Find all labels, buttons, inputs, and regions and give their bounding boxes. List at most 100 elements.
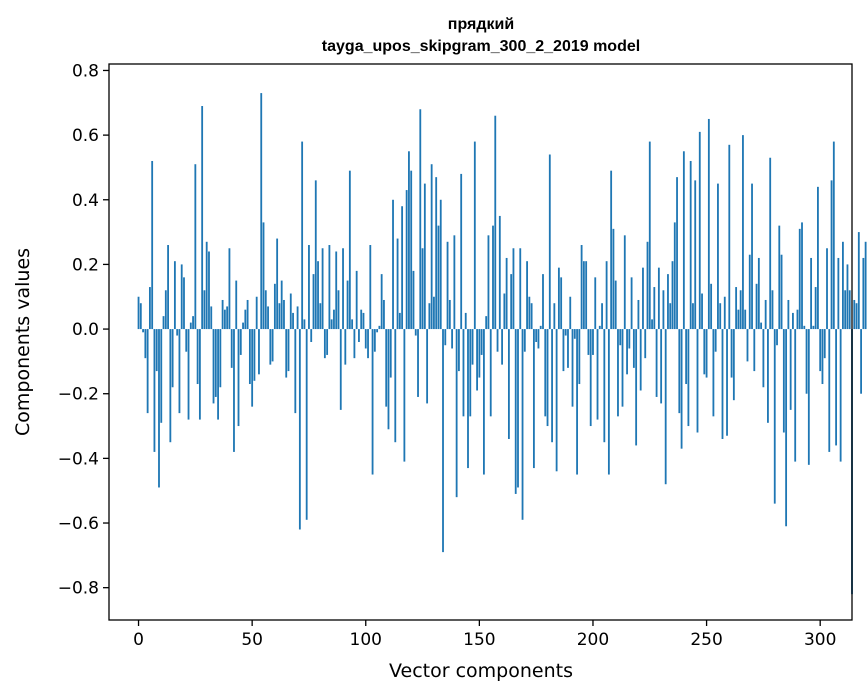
x-tick-label: 300 — [804, 630, 836, 650]
bar — [367, 329, 369, 359]
bar — [667, 274, 669, 330]
y-tick-label: −0.6 — [58, 514, 99, 534]
bar — [789, 329, 792, 410]
bar — [176, 329, 179, 336]
bar — [355, 270, 358, 330]
bar — [673, 222, 676, 330]
y-axis-ticks: −0.8 −0.6 −0.4 −0.2 0.0 0.2 0.4 0.6 0.8 — [58, 61, 109, 599]
bar — [448, 299, 451, 330]
bar — [198, 329, 201, 420]
bar — [760, 322, 763, 330]
bar — [826, 248, 828, 330]
bar — [735, 287, 738, 330]
bar — [798, 228, 801, 330]
bar — [376, 329, 379, 333]
x-tick-label: 100 — [350, 630, 382, 650]
bar — [405, 190, 408, 330]
bar — [787, 299, 790, 330]
bar — [292, 312, 294, 330]
bars-group — [137, 93, 867, 595]
bar — [705, 329, 708, 378]
bar — [467, 329, 469, 469]
bar — [285, 329, 288, 378]
bar — [310, 329, 313, 342]
bar — [823, 329, 826, 359]
y-tick-label: −0.4 — [58, 449, 99, 469]
bar — [485, 316, 488, 330]
bar — [576, 329, 578, 475]
bar — [728, 144, 731, 330]
bar — [519, 248, 522, 330]
x-tick-label: 50 — [241, 630, 263, 650]
bar — [278, 303, 281, 330]
bar — [544, 329, 547, 417]
bar — [192, 316, 194, 330]
bar — [630, 277, 633, 330]
bar — [323, 329, 326, 359]
bar — [160, 329, 163, 423]
bar — [553, 303, 556, 330]
bar — [351, 319, 354, 330]
bar — [560, 277, 563, 330]
bar — [603, 329, 606, 443]
y-tick-label: −0.2 — [58, 385, 99, 405]
bar — [173, 261, 176, 330]
bar — [746, 329, 749, 362]
bar — [151, 160, 154, 330]
bar — [748, 254, 751, 330]
bar — [398, 312, 401, 330]
bar — [221, 299, 224, 330]
bar — [837, 257, 840, 330]
bar — [512, 248, 515, 330]
bar — [373, 329, 376, 352]
bar — [548, 154, 551, 330]
bar — [389, 329, 392, 378]
bar — [801, 222, 803, 330]
bar — [439, 199, 442, 330]
bar — [812, 325, 815, 330]
bar — [478, 329, 481, 378]
bar — [412, 270, 415, 330]
bar — [662, 290, 665, 330]
bar — [269, 329, 272, 365]
bar — [180, 264, 183, 330]
plot-frame — [108, 63, 853, 621]
bar — [210, 306, 213, 330]
bar — [792, 312, 794, 330]
y-tick-label: 0.0 — [72, 320, 99, 340]
bar — [171, 329, 174, 388]
bar — [426, 329, 429, 404]
bar — [778, 225, 781, 330]
bar — [830, 180, 833, 330]
bar — [212, 329, 215, 404]
x-tick-label: 0 — [133, 630, 144, 650]
bar — [396, 238, 399, 330]
bar — [582, 261, 585, 330]
bar — [137, 296, 140, 330]
x-axis-label: Vector components — [389, 660, 573, 682]
bar — [589, 329, 592, 427]
bar — [303, 319, 306, 330]
bar — [689, 160, 692, 330]
bar — [164, 290, 167, 330]
bar — [844, 290, 847, 330]
bar — [785, 329, 788, 527]
bar — [371, 329, 374, 475]
bar — [632, 329, 635, 368]
bar — [248, 329, 251, 385]
bar — [273, 283, 276, 330]
bar — [653, 287, 656, 330]
bar — [289, 293, 292, 330]
bar — [326, 329, 329, 355]
bar — [767, 329, 769, 423]
bar — [744, 309, 747, 330]
bar — [342, 248, 344, 330]
bar — [635, 329, 638, 446]
bar — [444, 329, 447, 346]
bar — [680, 329, 683, 449]
bar — [805, 329, 808, 394]
bar — [862, 257, 865, 330]
bar — [644, 329, 647, 359]
bar — [460, 173, 463, 330]
bar — [271, 329, 274, 362]
